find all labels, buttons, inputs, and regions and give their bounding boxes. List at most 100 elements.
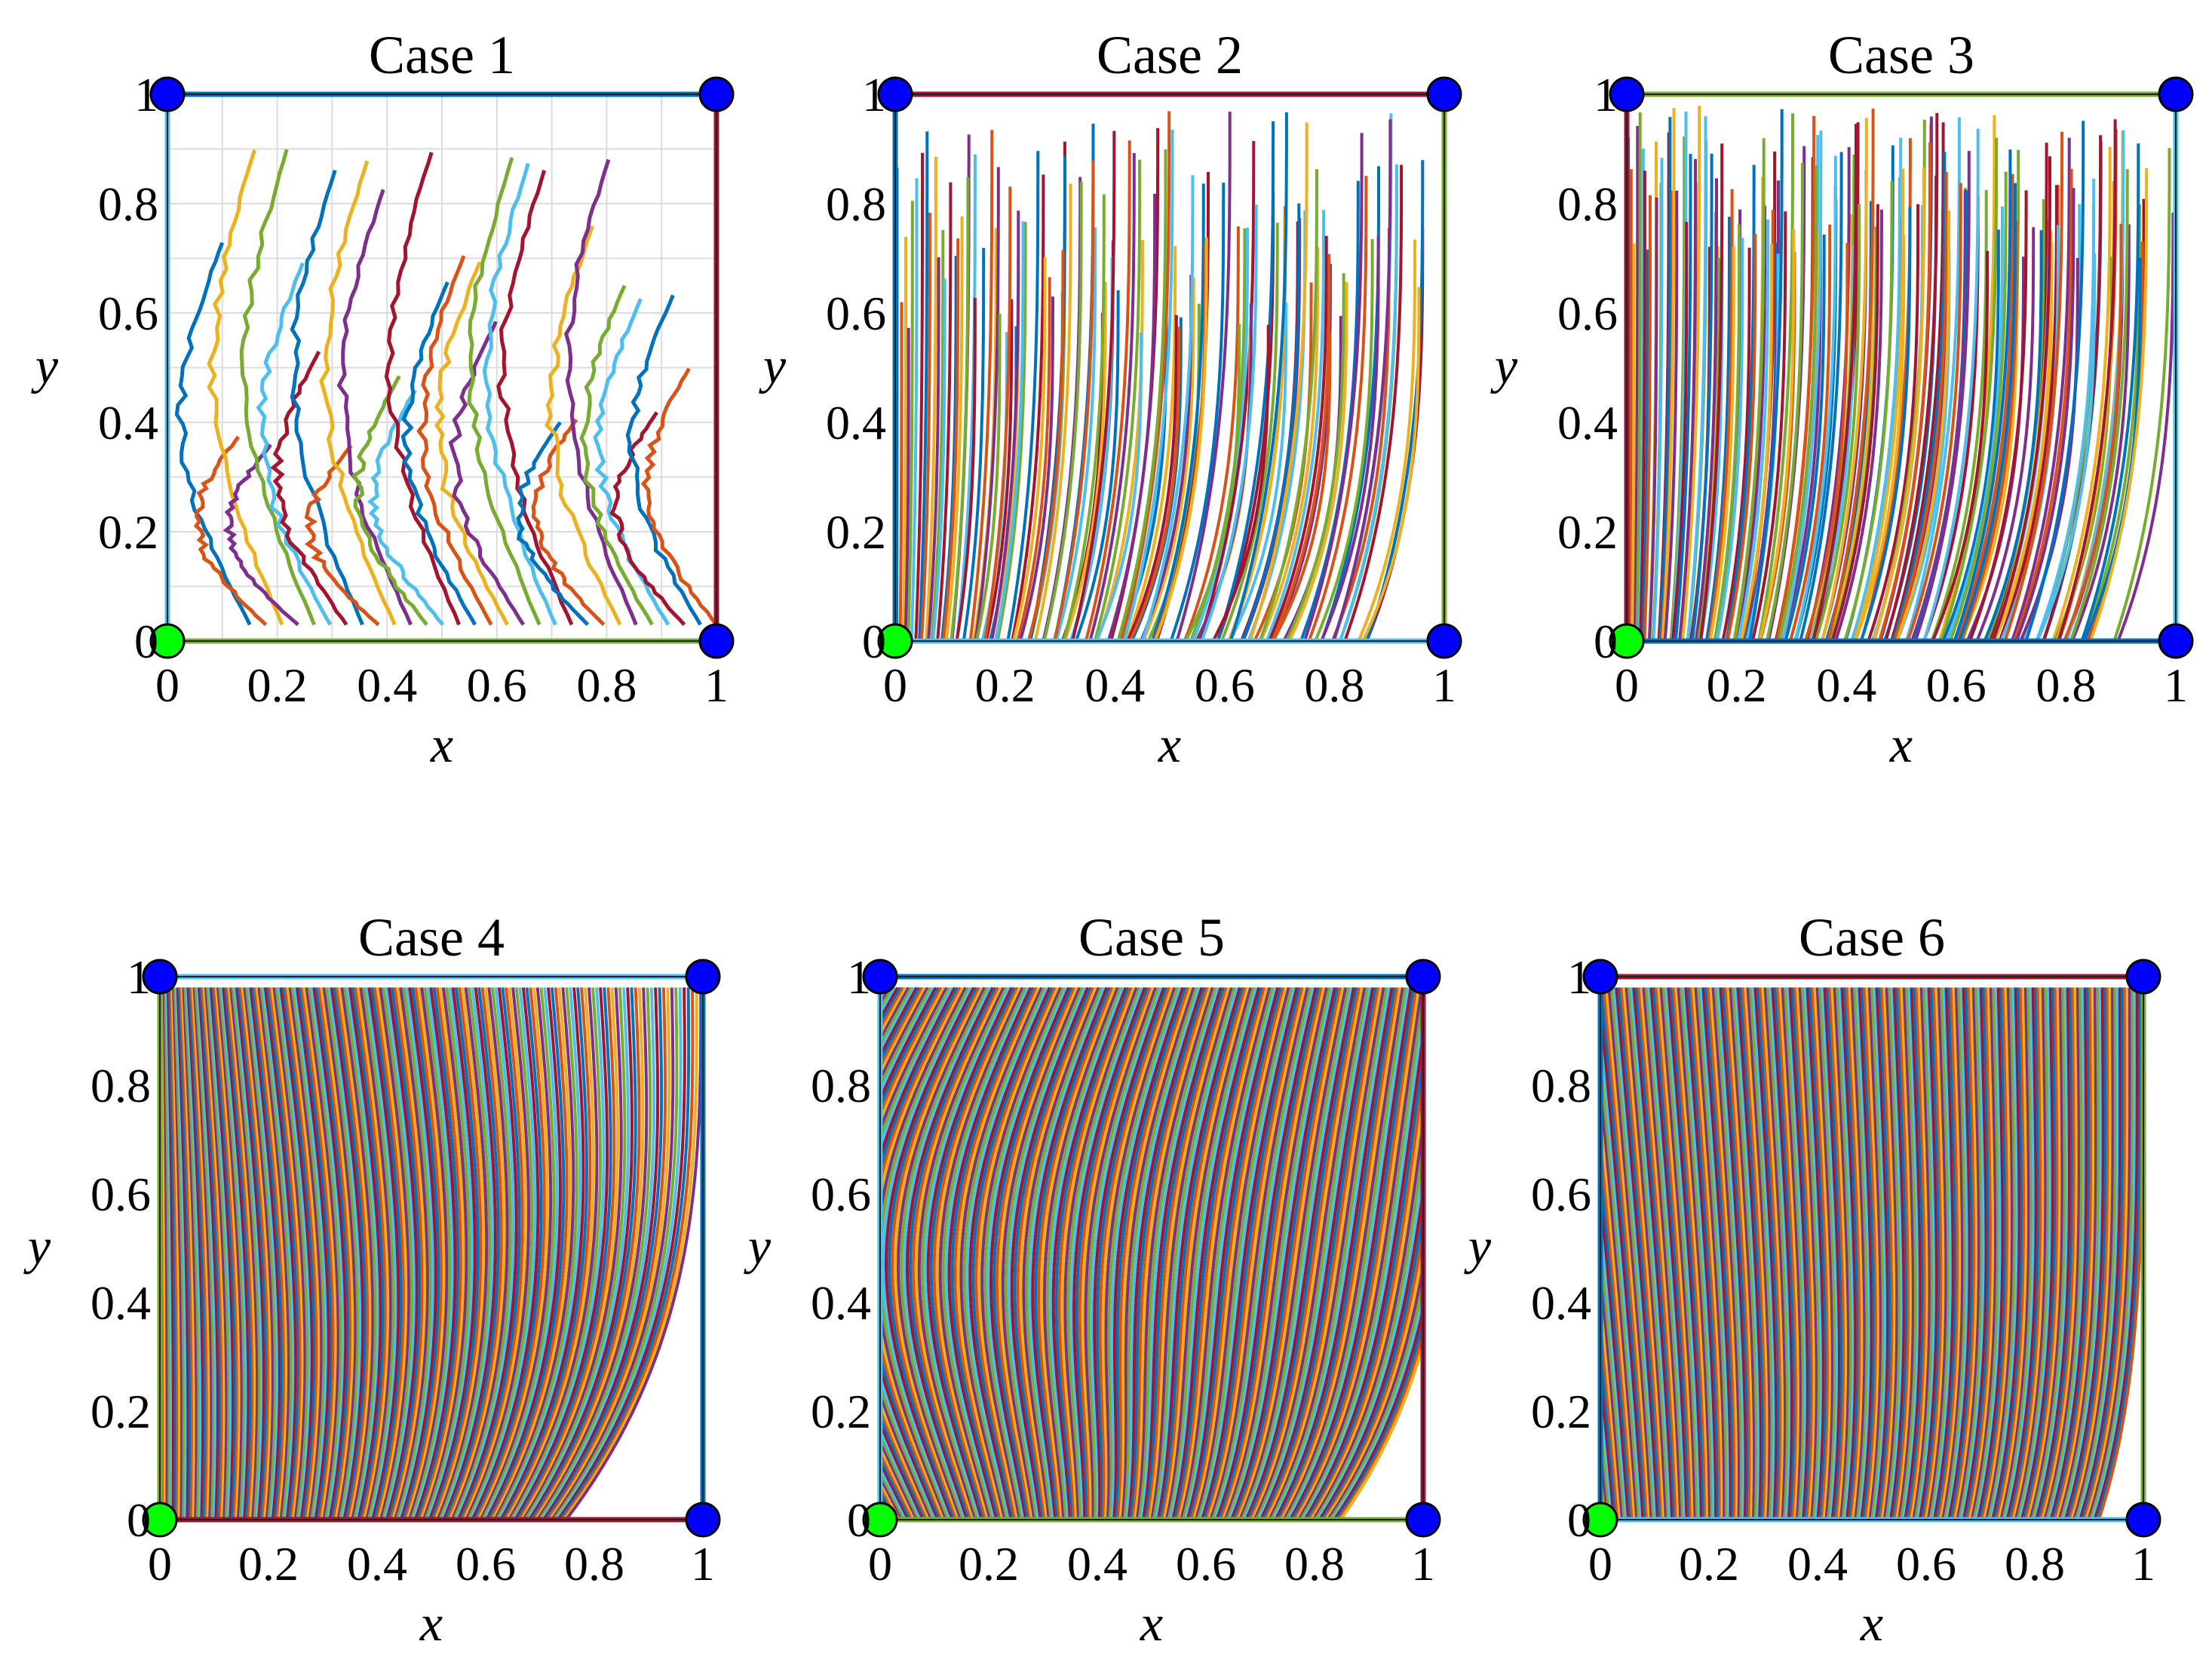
corner-marker [862, 959, 898, 995]
trajectory-line [1941, 987, 1965, 1520]
trajectory-line [2080, 143, 2140, 641]
x-tick-label: 0.4 [1787, 1537, 1848, 1591]
trajectory-line [1783, 987, 1805, 1520]
trajectory-line [1739, 244, 1773, 641]
trajectory-line [1007, 986, 1087, 1520]
trajectory-line [910, 178, 919, 641]
trajectory-line [1122, 130, 1174, 641]
trajectory-line [237, 987, 268, 1520]
trajectory-line [884, 986, 975, 1520]
trajectory-line [1202, 986, 1302, 1520]
trajectory-line [1194, 986, 1290, 1520]
trajectory-line [192, 987, 213, 1520]
trajectory-line [2070, 987, 2112, 1520]
trajectory-line [416, 987, 460, 1520]
trajectory-line [438, 987, 492, 1520]
corner-marker [2158, 623, 2194, 659]
trajectory-line [364, 987, 397, 1520]
trajectory-line [1813, 987, 1832, 1520]
y-tick-label: 0.6 [811, 1167, 871, 1221]
trajectory-line [2020, 987, 2054, 1520]
trajectory-line [1744, 987, 1769, 1520]
trajectory-line [401, 987, 440, 1520]
trajectory-line [560, 987, 695, 1520]
trajectory-line [207, 149, 284, 626]
trajectory-line [1140, 175, 1195, 641]
origin-marker [1609, 623, 1645, 659]
trajectory-line [453, 987, 512, 1520]
trajectory-line [1107, 986, 1180, 1520]
trajectory-line [1854, 235, 1906, 641]
trajectory-line [420, 987, 465, 1520]
trajectory-line [1259, 987, 1375, 1520]
trajectory-line [890, 986, 981, 1520]
trajectory-line [383, 987, 416, 1520]
trajectory-line [1736, 219, 1770, 641]
trajectory-line [1904, 987, 1922, 1520]
trajectory-line [1991, 987, 2021, 1520]
trajectory-line [462, 987, 527, 1520]
trajectory-line [1906, 987, 1925, 1520]
trajectory-line [953, 986, 1038, 1520]
trajectory-line [1025, 986, 1103, 1520]
trajectory-line [330, 987, 365, 1520]
trajectory-line [1244, 987, 1356, 1520]
trajectory-line [1622, 987, 1666, 1520]
trajectory-line [1329, 987, 1423, 1520]
trajectory-line [1634, 987, 1676, 1520]
trajectory-line [336, 189, 413, 626]
trajectory-line [563, 987, 698, 1520]
trajectory-line [1985, 987, 2014, 1520]
trajectory-line [436, 987, 489, 1520]
trajectory-line [1885, 987, 1901, 1520]
trajectory-line [1307, 176, 1368, 641]
trajectory-line [974, 167, 1000, 641]
trajectory-line [1150, 986, 1234, 1520]
trajectory-line [400, 987, 437, 1520]
trajectory-line [1242, 986, 1353, 1520]
trajectory-line [1335, 987, 1423, 1520]
trajectory-line [1698, 143, 1724, 641]
trajectory-line [166, 987, 175, 1520]
trajectory-line [1221, 986, 1326, 1520]
trajectory-line [935, 986, 1022, 1520]
trajectory-line [1998, 185, 2058, 641]
trajectory-line [2045, 987, 2083, 1520]
trajectory-line [1209, 986, 1309, 1520]
trajectory-line [1270, 253, 1331, 641]
trajectory-line [1075, 986, 1149, 1520]
trajectory-line [1980, 987, 2009, 1520]
trajectory-line [1010, 986, 1090, 1520]
trajectory-line [1750, 211, 1787, 641]
trajectory-line [1124, 986, 1201, 1520]
trajectory-line [1799, 152, 1843, 641]
trajectory-line [1084, 986, 1158, 1520]
trajectory-line [1892, 171, 1948, 641]
trajectory-line [1845, 987, 1862, 1520]
trajectory-line [880, 986, 940, 1520]
trajectory-line [1320, 236, 1380, 641]
trajectory-line [880, 986, 937, 1520]
trajectory-line [2057, 119, 2117, 641]
trajectory-line [1907, 987, 1927, 1520]
trajectory-line [1715, 238, 1744, 641]
trajectory-line [1633, 126, 1640, 641]
trajectory-line [207, 987, 233, 1520]
trajectory-line [1733, 138, 1766, 641]
trajectory-line [898, 302, 904, 641]
trajectory-line [1773, 987, 1796, 1520]
trajectory-line [1708, 246, 1735, 641]
corner-marker [1426, 76, 1462, 112]
trajectory-line [962, 986, 1046, 1520]
trajectory-line [1088, 153, 1136, 641]
trajectory-line [2089, 987, 2134, 1520]
trajectory-line [1701, 987, 1732, 1520]
trajectory-line [1926, 987, 1948, 1520]
trajectory-line [962, 247, 986, 641]
trajectory-line [1859, 207, 1912, 641]
axes-frame [894, 94, 1445, 642]
trajectory-line [1158, 986, 1244, 1520]
y-tick-label: 0.6 [91, 1167, 151, 1221]
trajectory-line [1686, 987, 1720, 1520]
trajectory-line [229, 987, 259, 1520]
